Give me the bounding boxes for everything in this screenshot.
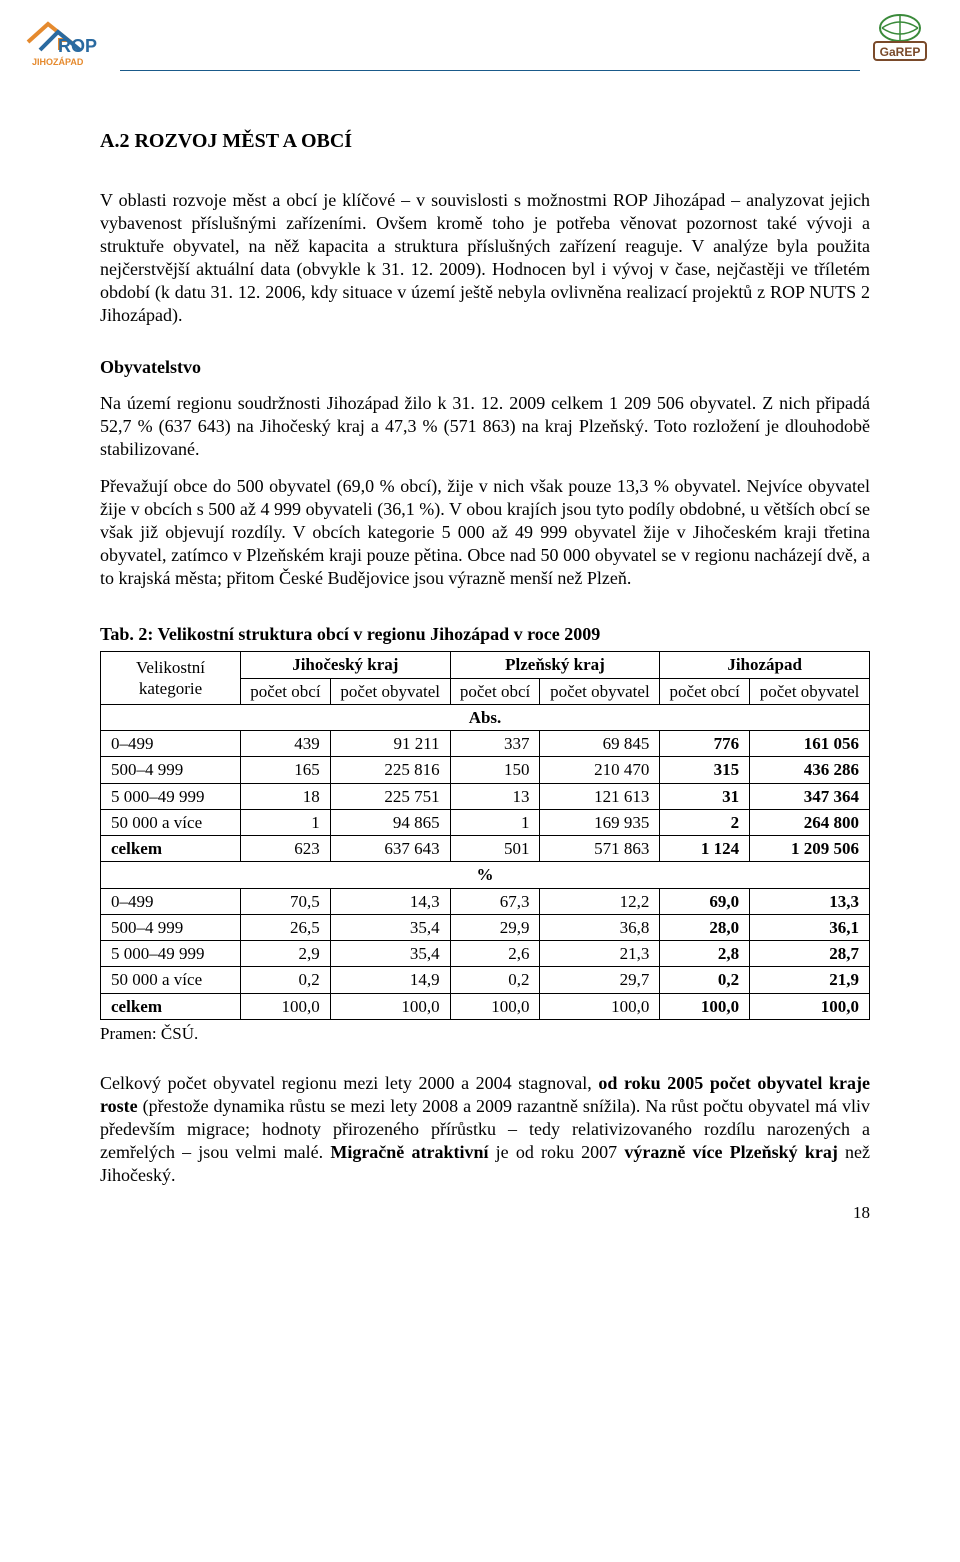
- obyv-para-2: Převažují obce do 500 obyvatel (69,0 % o…: [100, 475, 870, 590]
- cell: 36,8: [540, 914, 660, 940]
- footer-paragraph: Celkový počet obyvatel regionu mezi lety…: [100, 1072, 870, 1187]
- cell: 501: [450, 836, 540, 862]
- section-title: A.2 ROZVOJ MĚST A OBCÍ: [100, 130, 870, 153]
- cell: 1 124: [660, 836, 750, 862]
- svg-text:JIHOZÁPAD: JIHOZÁPAD: [32, 57, 84, 67]
- row-label: 5 000–49 999: [101, 783, 241, 809]
- cell: 100,0: [540, 993, 660, 1019]
- cell: 121 613: [540, 783, 660, 809]
- cell: 18: [241, 783, 331, 809]
- th-region-2: Plzeňský kraj: [450, 652, 660, 678]
- cell: 100,0: [450, 993, 540, 1019]
- cell: 29,7: [540, 967, 660, 993]
- cell: 36,1: [750, 914, 870, 940]
- cell: 210 470: [540, 757, 660, 783]
- row-label: 50 000 a více: [101, 809, 241, 835]
- cell: 1: [450, 809, 540, 835]
- row-label: 5 000–49 999: [101, 941, 241, 967]
- cell: 100,0: [660, 993, 750, 1019]
- th-sub: počet obcí: [241, 678, 331, 704]
- th-sub: počet obyvatel: [750, 678, 870, 704]
- cell: 100,0: [241, 993, 331, 1019]
- cell: 35,4: [330, 941, 450, 967]
- intro-para-1: V oblasti rozvoje měst a obcí je klíčové…: [100, 189, 870, 327]
- cell: 70,5: [241, 888, 331, 914]
- cell: 1 209 506: [750, 836, 870, 862]
- header-rule: [120, 70, 860, 71]
- th-region-3: Jihozápad: [660, 652, 870, 678]
- row-label: celkem: [101, 993, 241, 1019]
- cell: 623: [241, 836, 331, 862]
- cell: 29,9: [450, 914, 540, 940]
- cell: 21,3: [540, 941, 660, 967]
- subheading-obyvatelstvo: Obyvatelstvo: [100, 357, 870, 378]
- obyv-para-1: Na území regionu soudržnosti Jihozápad ž…: [100, 392, 870, 461]
- row-label: celkem: [101, 836, 241, 862]
- cell: 0,2: [660, 967, 750, 993]
- row-label: 0–499: [101, 731, 241, 757]
- cell: 169 935: [540, 809, 660, 835]
- th-sub: počet obcí: [450, 678, 540, 704]
- cell: 165: [241, 757, 331, 783]
- page-header: ROP JIHOZÁPAD GaREP: [100, 20, 870, 90]
- th-region-1: Jihočeský kraj: [241, 652, 451, 678]
- table-caption: Tab. 2: Velikostní struktura obcí v regi…: [100, 624, 870, 645]
- cell: 69 845: [540, 731, 660, 757]
- cell: 100,0: [750, 993, 870, 1019]
- cell: 2,6: [450, 941, 540, 967]
- cell: 91 211: [330, 731, 450, 757]
- cell: 2: [660, 809, 750, 835]
- cell: 0,2: [450, 967, 540, 993]
- svg-text:ROP: ROP: [58, 36, 97, 56]
- cell: 14,3: [330, 888, 450, 914]
- garep-logo: GaREP: [860, 10, 940, 70]
- cell: 2,8: [660, 941, 750, 967]
- cell: 21,9: [750, 967, 870, 993]
- cell: 439: [241, 731, 331, 757]
- svg-text:GaREP: GaREP: [880, 45, 921, 59]
- cell: 28,7: [750, 941, 870, 967]
- table-section-row: Abs.: [101, 704, 870, 730]
- cell: 28,0: [660, 914, 750, 940]
- cell: 337: [450, 731, 540, 757]
- table-section-row: %: [101, 862, 870, 888]
- th-corner: Velikostní kategorie: [101, 652, 241, 705]
- row-label: 500–4 999: [101, 757, 241, 783]
- cell: 69,0: [660, 888, 750, 914]
- cell: 35,4: [330, 914, 450, 940]
- row-label: 50 000 a více: [101, 967, 241, 993]
- th-sub: počet obcí: [660, 678, 750, 704]
- cell: 2,9: [241, 941, 331, 967]
- cell: 225 816: [330, 757, 450, 783]
- th-sub: počet obyvatel: [540, 678, 660, 704]
- cell: 637 643: [330, 836, 450, 862]
- cell: 571 863: [540, 836, 660, 862]
- cell: 13,3: [750, 888, 870, 914]
- cell: 161 056: [750, 731, 870, 757]
- cell: 150: [450, 757, 540, 783]
- cell: 315: [660, 757, 750, 783]
- size-structure-table: Velikostní kategorie Jihočeský kraj Plze…: [100, 651, 870, 1020]
- cell: 12,2: [540, 888, 660, 914]
- table-source: Pramen: ČSÚ.: [100, 1024, 870, 1044]
- row-label: 500–4 999: [101, 914, 241, 940]
- cell: 31: [660, 783, 750, 809]
- page-number: 18: [853, 1203, 870, 1223]
- cell: 100,0: [330, 993, 450, 1019]
- cell: 347 364: [750, 783, 870, 809]
- rop-jihozapad-logo: ROP JIHOZÁPAD: [20, 10, 130, 70]
- cell: 776: [660, 731, 750, 757]
- cell: 264 800: [750, 809, 870, 835]
- cell: 67,3: [450, 888, 540, 914]
- cell: 436 286: [750, 757, 870, 783]
- cell: 13: [450, 783, 540, 809]
- row-label: 0–499: [101, 888, 241, 914]
- cell: 225 751: [330, 783, 450, 809]
- cell: 1: [241, 809, 331, 835]
- cell: 14,9: [330, 967, 450, 993]
- cell: 0,2: [241, 967, 331, 993]
- th-sub: počet obyvatel: [330, 678, 450, 704]
- cell: 26,5: [241, 914, 331, 940]
- cell: 94 865: [330, 809, 450, 835]
